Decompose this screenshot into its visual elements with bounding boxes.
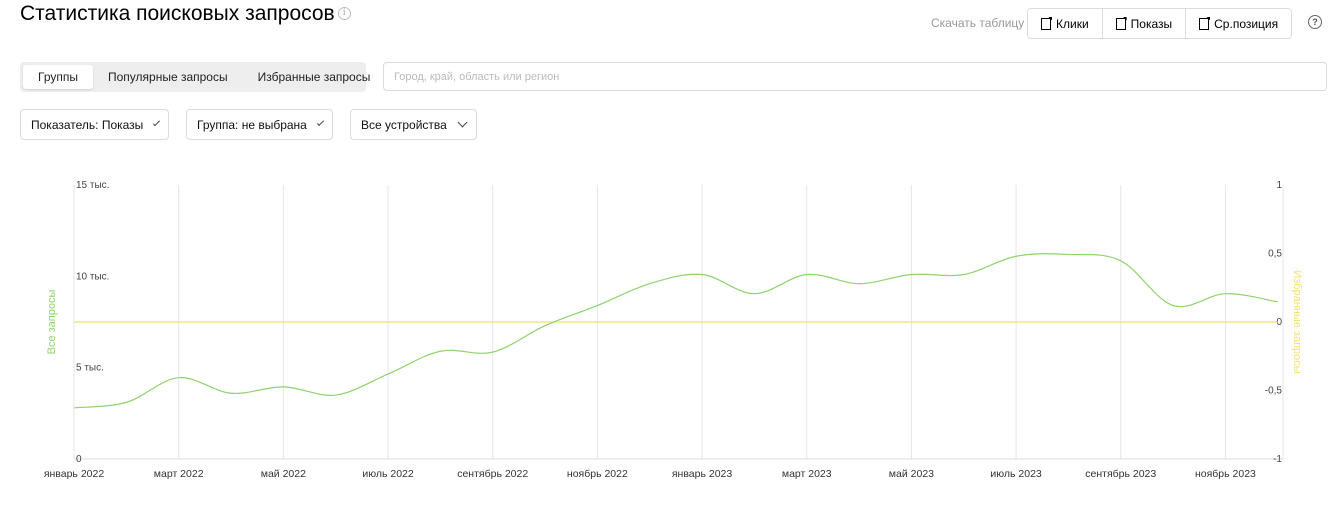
- right-tick-label: 0: [1276, 317, 1282, 328]
- x-tick-label: сентябрь 2022: [457, 468, 528, 480]
- right-tick-label: -1: [1273, 454, 1282, 465]
- download-impressions-label: Показы: [1130, 16, 1173, 31]
- download-button-group: Клики Показы Ср.позиция: [1027, 8, 1293, 39]
- devices-dropdown[interactable]: Все устройства: [350, 109, 477, 140]
- devices-dropdown-label: Все устройства: [361, 117, 447, 132]
- left-tick-label: 15 тыс.: [76, 180, 109, 191]
- left-axis-title: Все запросы: [46, 290, 58, 355]
- x-tick-label: январь 2022: [44, 468, 105, 480]
- region-search-input[interactable]: [383, 62, 1327, 91]
- x-tick-label: июль 2023: [990, 468, 1042, 480]
- x-tick-label: январь 2023: [672, 468, 733, 480]
- right-axis-title: Избранные запросы: [1291, 270, 1303, 373]
- x-tick-label: ноябрь 2023: [1195, 468, 1256, 480]
- help-icon[interactable]: ?: [1308, 15, 1322, 29]
- right-tick-label: -0,5: [1265, 386, 1283, 397]
- x-tick-label: март 2023: [782, 468, 832, 480]
- x-tick-label: сентябрь 2023: [1085, 468, 1156, 480]
- x-tick-label: март 2022: [154, 468, 204, 480]
- download-table-label: Скачать таблицу: [931, 16, 1025, 30]
- file-icon: [1041, 17, 1051, 30]
- left-tick-label: 5 тыс.: [76, 363, 104, 374]
- x-tick-label: май 2022: [261, 468, 306, 480]
- download-clicks-button[interactable]: Клики: [1028, 9, 1103, 38]
- left-tick-label: 0: [76, 454, 82, 465]
- download-impressions-button[interactable]: Показы: [1102, 9, 1187, 38]
- x-tick-label: ноябрь 2022: [567, 468, 628, 480]
- page-title-text: Статистика поисковых запросов: [20, 2, 335, 25]
- tab-groups[interactable]: Группы: [23, 65, 93, 89]
- download-avg-position-button[interactable]: Ср.позиция: [1186, 9, 1292, 38]
- download-clicks-label: Клики: [1056, 16, 1089, 31]
- x-tick-label: июль 2022: [362, 468, 414, 480]
- right-tick-label: 1: [1276, 180, 1282, 191]
- tab-favorite-queries[interactable]: Избранные запросы: [257, 70, 371, 84]
- group-dropdown[interactable]: Группа: не выбрана: [186, 109, 333, 140]
- metric-dropdown-label: Показатель: Показы: [31, 117, 144, 132]
- left-tick-label: 10 тыс.: [76, 271, 109, 282]
- right-tick-label: 0,5: [1268, 249, 1282, 260]
- tab-popular-queries[interactable]: Популярные запросы: [107, 70, 228, 84]
- download-avg-position-label: Ср.позиция: [1214, 16, 1279, 31]
- page-title: Статистика поисковых запросов i: [20, 2, 351, 26]
- query-type-tabs: Группы Популярные запросы Избранные запр…: [20, 62, 370, 92]
- group-dropdown-label: Группа: не выбрана: [197, 117, 307, 132]
- file-icon: [1199, 17, 1210, 30]
- x-tick-label: май 2023: [889, 468, 934, 480]
- file-icon: [1115, 17, 1126, 30]
- info-icon[interactable]: i: [337, 7, 351, 20]
- series-line-all-queries: [73, 253, 1278, 409]
- metric-dropdown[interactable]: Показатель: Показы: [20, 109, 169, 140]
